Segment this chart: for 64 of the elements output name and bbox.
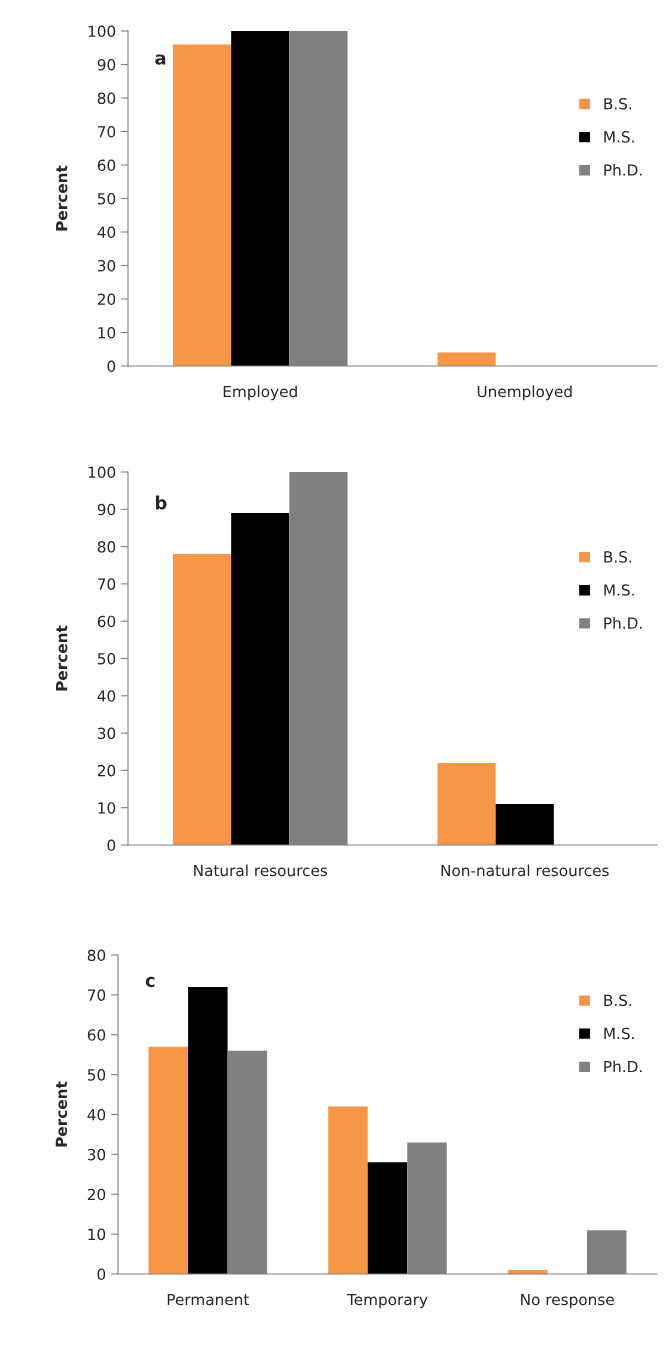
legend-label: M.S. <box>604 584 634 596</box>
bar <box>172 44 232 366</box>
x-tick-label: Natural resources <box>194 864 328 877</box>
legend-label: Ph.D. <box>604 617 642 629</box>
legend-label: B.S. <box>604 551 632 563</box>
y-tick-label: 100 <box>88 466 116 479</box>
y-tick-label: 70 <box>98 125 116 138</box>
y-tick-label: 70 <box>98 578 116 590</box>
legend-label: Ph.D. <box>604 163 642 176</box>
y-tick-label: 90 <box>97 58 116 71</box>
bar <box>437 762 496 845</box>
bar <box>328 1106 368 1274</box>
bar <box>188 986 228 1274</box>
x-tick-label: Temporary <box>346 1293 428 1309</box>
y-tick-label: 80 <box>87 949 106 962</box>
legend-label: B.S. <box>604 97 632 110</box>
y-tick-label: 80 <box>97 541 116 553</box>
y-tick-label: 10 <box>88 1228 106 1241</box>
y-tick-label: 50 <box>87 1069 106 1081</box>
bar <box>148 1046 189 1274</box>
y-tick-label: 0 <box>107 360 116 373</box>
y-tick-label: 30 <box>87 1148 106 1161</box>
bar <box>231 513 290 845</box>
y-tick-label: 10 <box>98 326 116 339</box>
y-tick-label: 20 <box>97 764 116 777</box>
legend-label: Ph.D. <box>604 1060 642 1073</box>
y-tick-label: 60 <box>97 615 116 628</box>
bar <box>231 31 290 366</box>
bar <box>437 352 496 366</box>
y-axis-title: Percent <box>56 625 68 691</box>
y-tick-label: 20 <box>87 1188 106 1201</box>
y-tick-label: 80 <box>97 92 116 105</box>
y-tick-label: 40 <box>97 226 116 239</box>
x-tick-label: Non-natural resources <box>441 864 609 877</box>
y-tick-label: 60 <box>97 159 116 172</box>
x-tick-label: Permanent <box>167 1293 249 1306</box>
y-tick-label: 30 <box>97 259 116 272</box>
annotation: b <box>155 495 167 510</box>
y-tick-label: 0 <box>107 839 116 852</box>
x-tick-label: Unemployed <box>477 385 572 401</box>
y-tick-label: 0 <box>97 1268 106 1281</box>
bar <box>172 554 232 845</box>
y-axis-title: Percent <box>55 1081 68 1147</box>
annotation: a <box>155 54 166 65</box>
y-tick-label: 90 <box>97 503 116 516</box>
y-tick-label: 40 <box>87 1108 106 1121</box>
y-tick-label: 70 <box>88 989 106 1001</box>
legend-label: B.S. <box>604 994 632 1007</box>
bar <box>495 803 554 845</box>
annotation: c <box>145 976 155 988</box>
y-tick-label: 40 <box>97 690 116 702</box>
y-tick-label: 20 <box>97 293 116 306</box>
y-axis-title: Percent <box>56 165 68 231</box>
y-tick-label: 100 <box>88 25 116 38</box>
y-tick-label: 60 <box>87 1029 106 1041</box>
bar <box>367 1162 408 1274</box>
y-tick-label: 10 <box>98 802 116 814</box>
x-tick-label: No response <box>521 1293 614 1309</box>
y-tick-label: 50 <box>97 652 116 665</box>
x-tick-label: Employed <box>223 385 297 401</box>
y-tick-label: 30 <box>97 727 116 740</box>
legend-label: M.S. <box>604 1027 634 1040</box>
y-tick-label: 50 <box>97 192 116 205</box>
legend-label: M.S. <box>604 131 634 143</box>
